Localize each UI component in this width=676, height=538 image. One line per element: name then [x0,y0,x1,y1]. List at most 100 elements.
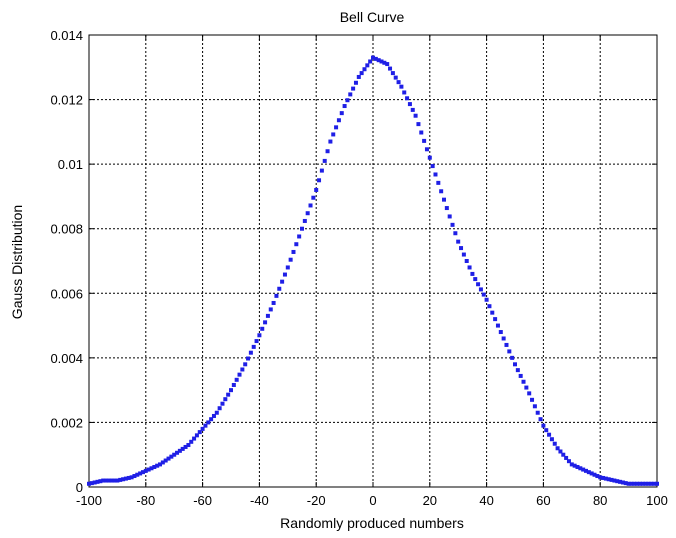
data-point [427,155,432,160]
data-point [300,226,304,231]
data-point-interp [291,249,296,254]
data-point-interp [319,168,324,173]
data-point-interp [135,472,140,477]
data-point-interp [595,474,600,479]
data-point [527,391,532,396]
grid [89,35,657,487]
data-point [143,468,148,473]
data-point-interp [189,439,194,444]
data-point [498,330,503,335]
data-point-interp [209,417,214,422]
data-point-interp [325,149,330,154]
data-point [456,239,461,244]
data-point [399,84,404,89]
data-point-interp [424,147,429,152]
data-point [598,475,603,480]
data-point [484,297,489,302]
data-point-interp [104,478,109,483]
data-point-interp [510,355,515,360]
data-point-interp [518,373,523,378]
data-point-interp [532,404,537,409]
data-point [314,187,319,192]
data-point-interp [649,481,654,486]
x-tick-label: -80 [136,493,155,508]
data-point [243,362,248,367]
data-point-interp [226,392,231,397]
data-point [115,478,120,483]
data-point-interp [592,472,597,477]
data-point-interp [393,75,398,80]
data-point-interp [439,189,444,194]
x-tick-label: 100 [646,493,668,508]
data-point-interp [106,478,111,483]
data-point-interp [240,367,245,372]
data-point-interp [603,476,608,481]
data-point-interp [322,158,327,163]
data-point-interp [109,478,114,483]
data-point-interp [552,441,557,446]
data-point-interp [581,467,586,472]
data-points [87,55,659,486]
data-point-interp [490,310,495,315]
data-point-interp [521,379,526,384]
data-point-interp [544,428,549,433]
data-point [371,55,375,60]
data-point-interp [606,477,611,482]
data-point-interp [561,452,566,457]
data-point-interp [535,410,540,415]
y-tick-label: 0.014 [50,28,83,43]
data-point-interp [620,480,625,485]
data-point-interp [348,92,353,97]
data-point-interp [507,349,512,354]
data-point-interp [646,481,651,486]
data-point-interp [410,107,415,112]
y-tick-label: 0.004 [50,351,83,366]
data-point-interp [155,463,160,468]
data-point-interp [379,59,384,64]
data-point [626,481,631,486]
data-point-interp [339,111,344,116]
y-tick-label: 0.008 [50,222,83,237]
data-point-interp [549,437,554,442]
data-point-interp [618,479,623,484]
data-point-interp [112,478,117,483]
data-point-interp [467,265,472,270]
data-point-interp [407,102,412,107]
data-point-interp [183,444,188,449]
chart-title: Bell Curve [340,9,405,25]
y-tick-label: 0 [76,480,83,495]
tick-labels: -100 -80 -60 -40 -20 0 20 40 60 80 100 0 0.002 0.004 0… [50,28,667,508]
data-point-interp [495,323,500,328]
data-point-interp [515,368,520,373]
data-point-interp [601,475,606,480]
data-point-interp [504,342,509,347]
data-point [385,62,390,67]
data-point [584,468,588,473]
data-point-interp [351,86,356,91]
data-point-interp [368,59,373,64]
data-point-interp [481,292,486,297]
data-point [271,300,276,305]
data-point-interp [89,481,94,486]
data-point-interp [254,339,259,344]
data-point-interp [220,401,225,406]
x-tick-label: 80 [593,493,607,508]
data-point-interp [538,417,543,422]
data-point [569,462,574,467]
data-point-interp [123,476,128,481]
data-point-interp [629,481,634,486]
data-point-interp [211,413,216,418]
data-point-interp [223,397,228,402]
data-point-interp [643,481,648,486]
data-point-interp [197,430,202,435]
data-point-interp [294,242,299,247]
data-point-interp [464,259,469,263]
x-axis-label: Randomly produced numbers [280,515,464,531]
data-point-interp [416,122,421,127]
data-point [356,74,361,79]
data-point-interp [635,481,640,486]
data-point-interp [609,477,614,482]
data-point-interp [180,446,185,451]
